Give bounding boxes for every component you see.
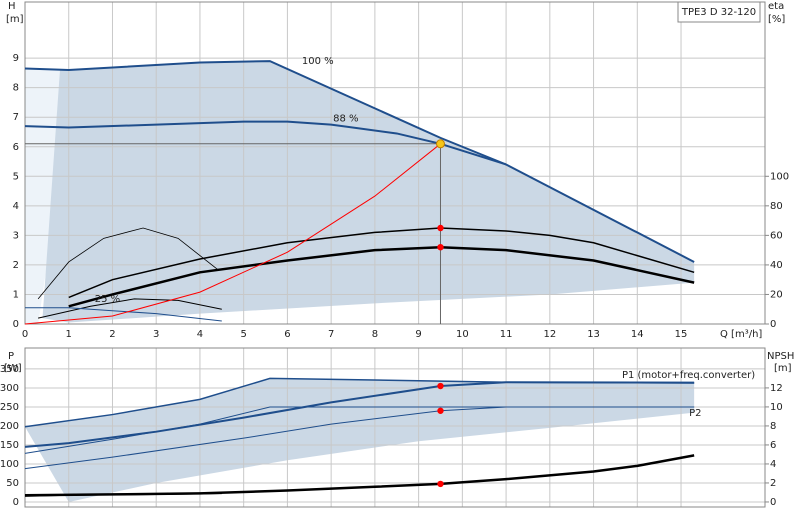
y-tick-label: 7	[13, 112, 19, 123]
curve-label: P1 (motor+freq.converter)	[622, 370, 755, 381]
curve	[38, 298, 222, 319]
curve-label: 100 %	[302, 56, 334, 67]
x-tick-label: 0	[22, 329, 28, 340]
y2-tick-label: 100	[770, 171, 789, 182]
plot-frame	[24, 347, 766, 508]
y-tick-label: 5	[13, 171, 19, 182]
x-axis-label: Q [m³/h]	[720, 329, 762, 340]
x-tick-label: 2	[109, 329, 115, 340]
operating-point	[435, 139, 445, 149]
x-tick-label: 13	[587, 329, 600, 340]
y2-tick-label: 10	[770, 402, 783, 413]
curve-label: 25 %	[95, 294, 120, 305]
y-tick-label: 100	[0, 459, 19, 470]
y2-tick-label: 8	[770, 421, 776, 432]
y2-tick-label: 80	[770, 201, 783, 212]
y-tick-label: 0	[13, 497, 19, 508]
curve	[68, 227, 695, 299]
x-tick-label: 11	[500, 329, 513, 340]
curve	[24, 120, 507, 166]
curve	[24, 493, 222, 497]
y-axis-label: H	[8, 1, 16, 12]
operating-point	[437, 407, 444, 414]
x-tick-label: 9	[415, 329, 421, 340]
operating-area	[42, 61, 695, 323]
y2-axis-label: eta	[768, 1, 784, 12]
y-tick-label: 250	[0, 402, 19, 413]
y-axis-unit: [W]	[4, 363, 22, 374]
y2-tick-label: 60	[770, 230, 783, 241]
x-tick-label: 14	[631, 329, 644, 340]
x-tick-label: 15	[675, 329, 688, 340]
y-tick-label: 9	[13, 53, 19, 64]
curve	[37, 227, 218, 300]
y-tick-label: 1	[13, 289, 19, 300]
y2-axis-unit: [m]	[774, 363, 792, 374]
curve	[24, 381, 695, 448]
y2-tick-label: 20	[770, 289, 783, 300]
y2-tick-label: 0	[770, 497, 776, 508]
y-axis-label: P	[8, 351, 14, 362]
y2-tick-label: 12	[770, 383, 783, 394]
y-tick-label: 3	[13, 230, 19, 241]
plot-frame	[24, 1, 766, 325]
operating-point	[437, 480, 444, 488]
operating-point	[437, 243, 444, 251]
x-tick-label: 10	[456, 329, 469, 340]
y2-tick-label: 4	[770, 459, 776, 470]
curve	[24, 406, 695, 470]
y2-axis-unit: [%]	[768, 14, 785, 25]
y-tick-label: 50	[6, 478, 19, 489]
curve-label: 88 %	[333, 114, 358, 125]
y-tick-label: 150	[0, 440, 19, 451]
y-tick-label: 200	[0, 421, 19, 432]
y2-axis-label: NPSH	[767, 351, 794, 362]
y2-tick-label: 2	[770, 478, 776, 489]
y-tick-label: 4	[13, 201, 19, 212]
y-tick-label: 2	[13, 260, 19, 271]
x-tick-label: 8	[372, 329, 378, 340]
y-tick-label: 0	[13, 319, 19, 330]
curve	[24, 143, 441, 325]
y2-tick-label: 6	[770, 440, 776, 451]
curve	[24, 454, 695, 497]
y-axis-unit: [m]	[6, 14, 24, 25]
operating-point	[437, 224, 444, 232]
x-tick-label: 4	[197, 329, 203, 340]
y2-tick-label: 40	[770, 260, 783, 271]
x-tick-label: 5	[240, 329, 246, 340]
title-box	[677, 1, 761, 23]
y-tick-label: 6	[13, 142, 19, 153]
x-tick-label: 6	[284, 329, 290, 340]
operating-point	[437, 382, 444, 390]
x-tick-label: 1	[66, 329, 72, 340]
x-tick-label: 12	[543, 329, 556, 340]
x-tick-label: 7	[328, 329, 334, 340]
y-tick-label: 8	[13, 83, 19, 94]
curve-label: P2	[689, 408, 701, 419]
curve	[68, 245, 695, 308]
y-tick-label: 350	[0, 364, 19, 375]
x-tick-label: 3	[153, 329, 159, 340]
y-tick-label: 300	[0, 383, 19, 394]
curve	[25, 307, 222, 322]
y2-tick-label: 0	[770, 319, 776, 330]
operating-area	[25, 378, 695, 503]
chart-title: TPE3 D 32-120	[681, 7, 756, 18]
